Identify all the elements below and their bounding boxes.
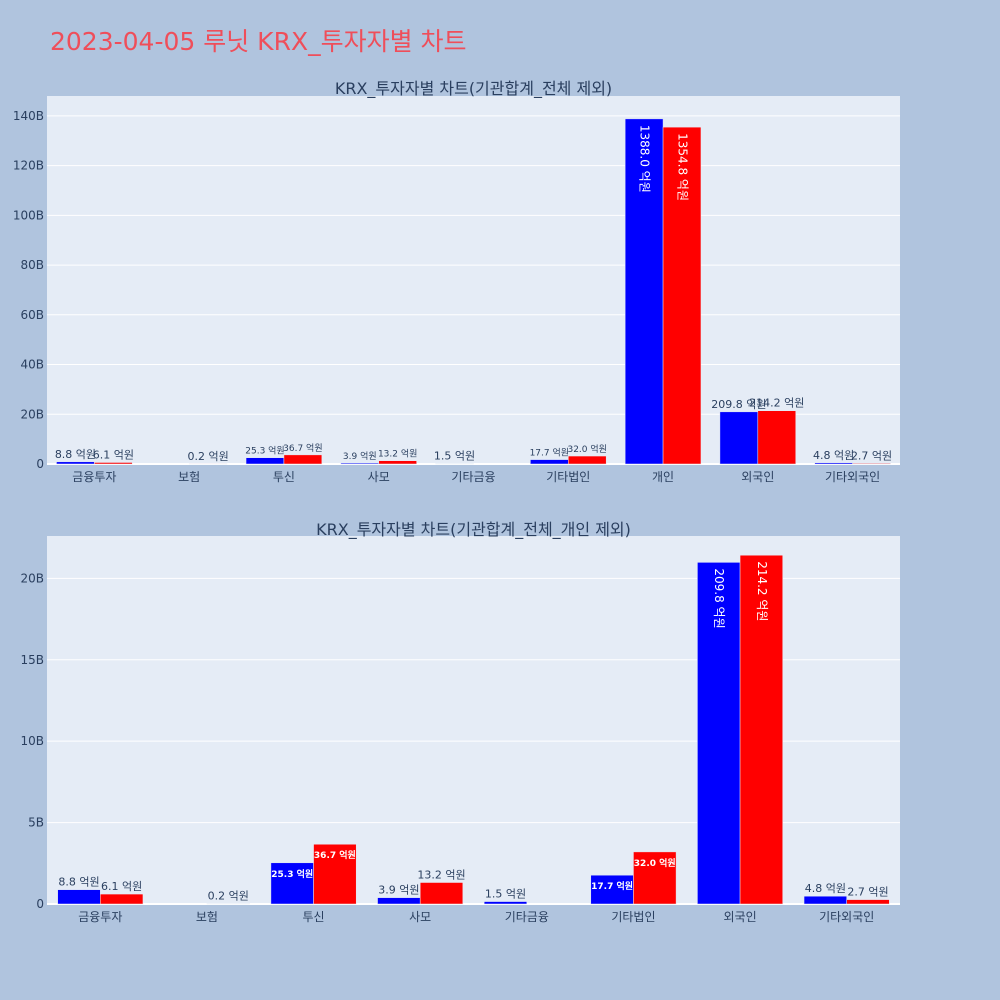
chart-title: KRX_투자자별 차트(기관합계_전체_개인 제외) (316, 520, 631, 540)
bar-label: 214.2 억원 (749, 397, 804, 410)
bar-label: 8.8 억원 (55, 448, 96, 461)
y-tick-label: 20B (20, 407, 44, 421)
y-tick-label: 10B (20, 734, 44, 748)
x-tick-label: 금융투자 (72, 470, 116, 484)
y-tick-label: 140B (13, 109, 44, 123)
bar (270, 862, 314, 905)
bar (739, 554, 783, 905)
x-tick-label: 개인 (652, 470, 674, 484)
bar (568, 455, 607, 465)
bar-label: 1388.0 억원 (638, 125, 652, 193)
y-tick-label: 100B (13, 208, 44, 222)
bar-label: 17.7 억원 (530, 447, 569, 459)
bar-label: 32.0 억원 (634, 857, 676, 869)
bar-label: 6.1 억원 (93, 448, 134, 461)
bar (590, 874, 634, 905)
bar (340, 462, 379, 465)
x-tick-label: 보험 (178, 470, 200, 484)
bar-label: 6.1 억원 (101, 880, 142, 893)
y-tick-label: 120B (13, 159, 44, 173)
bar (483, 901, 528, 905)
x-tick-label: 투신 (273, 470, 295, 484)
bar (378, 460, 417, 465)
bar-label: 32.0 억원 (567, 443, 606, 455)
x-tick-label: 사모 (409, 910, 431, 924)
bar-label: 1.5 억원 (485, 888, 526, 901)
x-tick-label: 외국인 (741, 470, 774, 484)
bar-label: 25.3 억원 (245, 445, 284, 457)
y-tick-label: 40B (20, 358, 44, 372)
bar-label: 0.2 억원 (188, 450, 229, 463)
bar (662, 126, 702, 465)
bar (719, 411, 759, 465)
x-tick-label: 외국인 (724, 910, 757, 924)
bar (633, 851, 677, 905)
bar (814, 462, 853, 465)
bar (697, 562, 741, 905)
plot-area (47, 96, 900, 464)
page-title: 2023-04-05 루닛 KRX_투자자별 차트 (50, 27, 467, 56)
x-tick-label: 기타외국인 (825, 470, 880, 484)
bar-label: 1.5 억원 (434, 450, 475, 463)
chart-title: KRX_투자자별 차트(기관합계_전체 제외) (335, 79, 612, 99)
bar (57, 889, 101, 905)
bar-label: 4.8 억원 (813, 449, 854, 462)
bar (419, 882, 464, 905)
y-tick-label: 5B (28, 816, 44, 830)
bar-label: 13.2 억원 (378, 448, 417, 460)
x-tick-label: 기타금융 (451, 470, 495, 484)
bar-label: 214.2 억원 (755, 561, 769, 621)
bar-label: 0.2 억원 (208, 890, 249, 903)
bar (94, 462, 133, 465)
x-tick-label: 기타법인 (546, 470, 590, 484)
x-tick-label: 금융투자 (78, 910, 122, 924)
bar (283, 454, 323, 465)
bar (852, 463, 891, 465)
x-tick-label: 사모 (368, 470, 390, 484)
bar-label: 3.9 억원 (378, 884, 419, 897)
bar (313, 843, 357, 905)
bar-label: 3.9 억원 (343, 450, 377, 462)
bar (530, 459, 569, 465)
y-tick-label: 20B (20, 571, 44, 585)
x-tick-label: 기타외국인 (819, 910, 874, 924)
x-tick-label: 투신 (303, 910, 325, 924)
x-tick-label: 기타금융 (505, 910, 549, 924)
bar-label: 36.7 억원 (314, 849, 356, 861)
bar (624, 118, 664, 465)
y-tick-label: 0 (36, 897, 44, 911)
bar (100, 893, 144, 905)
plot-area (47, 536, 900, 904)
bar (377, 897, 421, 905)
y-tick-label: 15B (20, 653, 44, 667)
bar-label: 8.8 억원 (58, 876, 99, 889)
bar-label: 36.7 억원 (283, 442, 322, 454)
bar (56, 461, 95, 465)
bar-label: 209.8 억원 (712, 568, 726, 628)
bar-label: 2.7 억원 (847, 886, 888, 899)
bar-label: 209.8 억원 (711, 398, 766, 411)
bar (803, 895, 847, 905)
bar (846, 899, 890, 905)
bar-label: 2.7 억원 (851, 449, 892, 462)
bar-label: 1354.8 억원 (676, 133, 690, 201)
x-tick-label: 보험 (196, 910, 218, 924)
bar-label: 17.7 억원 (591, 880, 633, 892)
x-tick-label: 기타법인 (611, 910, 655, 924)
y-tick-label: 80B (20, 258, 44, 272)
bar-label: 4.8 억원 (805, 882, 846, 895)
bar (245, 457, 285, 465)
bar-label: 13.2 억원 (417, 869, 465, 882)
y-tick-label: 60B (20, 308, 44, 322)
bar (757, 410, 796, 465)
y-tick-label: 0 (36, 457, 44, 471)
bar-label: 25.3 억원 (271, 868, 313, 880)
